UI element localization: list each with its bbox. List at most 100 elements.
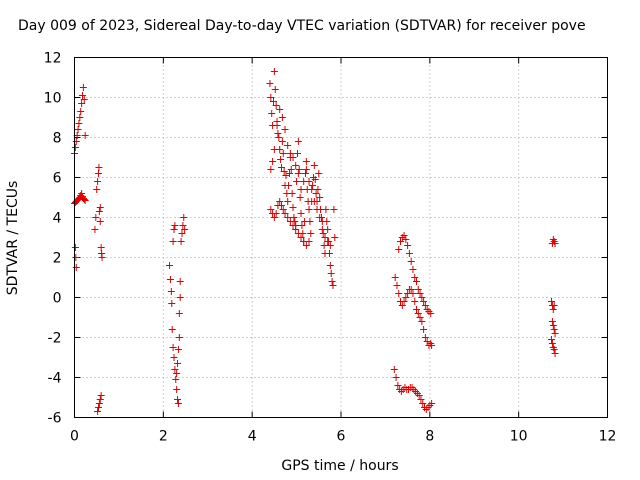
data-point: [178, 230, 186, 237]
data-point: [96, 396, 104, 403]
data-point: [418, 294, 426, 301]
data-point: [168, 300, 176, 307]
data-point: [310, 198, 318, 205]
data-point: [177, 238, 185, 245]
data-point: [166, 276, 174, 283]
plot-frame: [74, 57, 608, 418]
data-point: [81, 197, 89, 204]
data-point: [413, 306, 421, 313]
data-point: [398, 302, 406, 309]
data-point: [284, 214, 292, 221]
data-point: [71, 144, 79, 151]
y-tick-label: 8: [53, 131, 62, 147]
data-point: [275, 134, 283, 141]
data-point: [323, 218, 331, 225]
data-point: [174, 400, 182, 407]
data-point: [74, 126, 82, 133]
data-point: [270, 68, 278, 75]
y-tick-label: 6: [53, 171, 62, 187]
data-point: [313, 206, 321, 213]
data-point: [293, 150, 301, 157]
data-point: [400, 232, 408, 239]
data-point: [94, 178, 102, 185]
data-point: [402, 294, 410, 301]
data-point: [168, 326, 176, 333]
data-point: [286, 150, 294, 157]
y-tick-label: 2: [53, 251, 62, 267]
data-point: [181, 226, 189, 233]
data-point: [281, 126, 289, 133]
data-point: [407, 258, 415, 265]
data-point: [308, 186, 316, 193]
data-point: [289, 222, 297, 229]
data-point: [279, 150, 287, 157]
data-point: [179, 222, 187, 229]
data-point: [325, 250, 333, 257]
data-point: [327, 270, 335, 277]
data-point: [166, 262, 174, 269]
data-point: [295, 166, 303, 173]
data-point: [549, 306, 557, 313]
data-point: [414, 286, 422, 293]
data-point: [294, 170, 302, 177]
data-point: [94, 170, 102, 177]
data-point: [409, 266, 417, 273]
data-point: [392, 374, 400, 381]
data-point: [78, 100, 86, 107]
data-point: [428, 400, 436, 407]
data-point: [170, 354, 178, 361]
data-point: [97, 244, 105, 251]
data-point: [393, 282, 401, 289]
data-point: [288, 190, 296, 197]
data-point: [94, 404, 102, 411]
axes: 0 2 4 6 8 10 12 -6 -4 -2 0 2 4 6 8 10 12: [44, 51, 617, 445]
y-tick-label: 10: [44, 91, 62, 107]
data-point: [80, 96, 88, 103]
data-point: [400, 298, 408, 305]
data-point: [324, 238, 332, 245]
data-point: [402, 236, 410, 243]
data-point: [76, 114, 84, 121]
data-point: [411, 274, 419, 281]
data-point: [550, 326, 558, 333]
data-point: [273, 122, 281, 129]
data-point: [284, 198, 292, 205]
y-tick-label: -2: [48, 331, 62, 347]
y-tick-label: -6: [48, 411, 62, 427]
data-point: [96, 204, 104, 211]
data-point: [309, 182, 317, 189]
data-point: [286, 218, 294, 225]
data-point: [77, 108, 85, 115]
data-point: [550, 346, 558, 353]
data-point: [282, 172, 290, 179]
data-point: [395, 246, 403, 253]
y-tick-label: 0: [53, 291, 62, 307]
data-point: [272, 102, 280, 109]
data-point: [298, 222, 306, 229]
data-point: [98, 254, 106, 261]
data-point: [427, 310, 435, 317]
x-tick-label: 12: [599, 429, 617, 445]
data-point: [175, 310, 183, 317]
data-point: [316, 214, 324, 221]
data-point: [549, 322, 557, 329]
data-point: [289, 204, 297, 211]
data-point: [326, 262, 334, 269]
data-point: [418, 318, 426, 325]
data-point: [305, 206, 313, 213]
data-point: [297, 210, 305, 217]
data-point: [276, 198, 284, 205]
data-point: [551, 350, 559, 357]
data-point: [548, 336, 556, 343]
data-point: [176, 294, 184, 301]
data-point: [328, 278, 336, 285]
data-point: [302, 166, 310, 173]
y-axis-label: SDTVAR / TECUs: [5, 181, 21, 296]
data-point: [173, 370, 181, 377]
data-point: [321, 234, 329, 241]
data-point: [171, 366, 179, 373]
data-point: [72, 254, 80, 261]
data-point: [417, 396, 425, 403]
data-point: [420, 298, 428, 305]
data-point: [289, 154, 297, 161]
